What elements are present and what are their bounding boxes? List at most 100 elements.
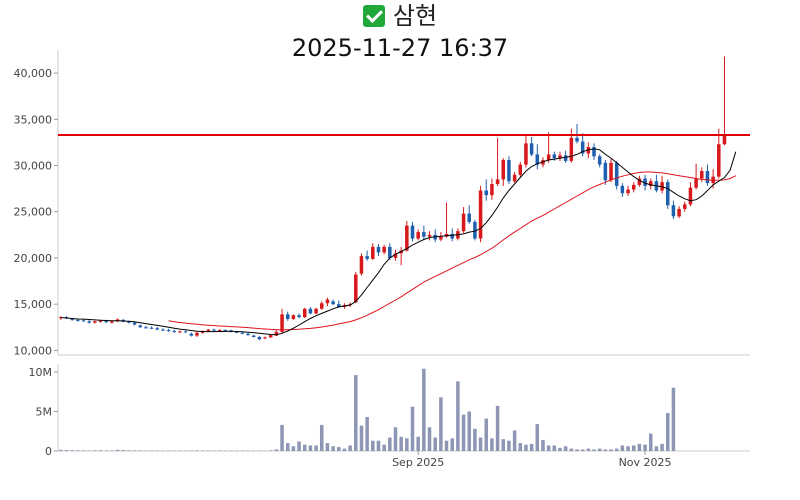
candle-body [217, 330, 222, 332]
volume-bar [467, 411, 471, 451]
volume-bar [189, 450, 194, 452]
volume-tick-label: 10M [29, 366, 53, 379]
volume-bar [580, 449, 585, 451]
volume-bar [291, 446, 296, 451]
candle-body [495, 179, 500, 185]
candle [132, 321, 137, 326]
candle [268, 334, 273, 338]
candle-body [393, 253, 398, 258]
candle [93, 320, 97, 324]
candle [251, 334, 256, 338]
volume-bar [302, 444, 307, 451]
candle [291, 314, 296, 320]
candle [478, 185, 483, 243]
candle-body [439, 236, 443, 240]
candle [484, 179, 489, 201]
candle [371, 243, 375, 260]
volume-bar [178, 450, 182, 452]
candle [161, 328, 165, 331]
volume-bar [405, 438, 409, 451]
volume-panel: 0 5M 10M Sep 2025 Nov 2025 [29, 364, 750, 469]
candle-body [302, 308, 307, 318]
candle-body [195, 332, 199, 336]
candle-body [189, 333, 194, 336]
volume-bar [76, 450, 80, 451]
candle-body [144, 327, 148, 329]
candle [501, 158, 506, 186]
volume-bar [427, 427, 432, 451]
candle-body [76, 319, 80, 321]
volume-bar [444, 440, 449, 451]
candle [620, 183, 625, 197]
candle [297, 313, 301, 319]
price-tick-label: 25,000 [14, 206, 53, 219]
candle-body [450, 233, 454, 239]
volume-bar [246, 450, 250, 452]
candle-body [280, 314, 284, 332]
volume-bar [450, 438, 454, 451]
volume-bar [575, 449, 579, 451]
volume-bar [388, 437, 392, 451]
candle [705, 164, 710, 186]
candle [331, 299, 335, 306]
volume-bar [297, 441, 301, 451]
check-mark-icon [362, 5, 385, 27]
candle [308, 306, 313, 315]
volume-bar [325, 443, 330, 451]
volume-bar [155, 450, 160, 452]
candle-body [365, 256, 369, 259]
chart-datetime: 2025-11-27 16:37 [291, 34, 509, 62]
candle-body [609, 162, 613, 181]
candle [524, 135, 528, 168]
candle [410, 221, 415, 242]
candle-body [410, 225, 415, 239]
candle [637, 175, 642, 187]
candle [461, 207, 466, 233]
candle [490, 178, 494, 200]
volume-bar [507, 440, 511, 451]
volume-bar [274, 449, 279, 451]
candle [325, 297, 330, 307]
candle [354, 271, 358, 304]
candle-body [524, 143, 528, 165]
candle-body [427, 234, 432, 237]
candle-body [93, 321, 97, 323]
candle-body [507, 159, 511, 182]
candle [87, 319, 91, 324]
price-tick-label: 20,000 [14, 252, 53, 265]
volume-bar [104, 450, 108, 451]
candle-body [683, 204, 687, 209]
candle [654, 174, 659, 193]
volume-bar [257, 450, 262, 452]
candle [575, 123, 579, 144]
price-tick-label: 40,000 [14, 67, 53, 80]
candle [495, 137, 500, 186]
candle [512, 172, 517, 184]
x-tick-label: Sep 2025 [392, 456, 444, 469]
candle [694, 163, 698, 190]
candle-body [223, 330, 228, 332]
candle [717, 128, 721, 179]
volume-bar [541, 439, 545, 451]
candle-body [694, 178, 698, 188]
volume-bar [410, 406, 415, 451]
candle-body [274, 331, 279, 336]
candle [473, 220, 477, 241]
candle [399, 246, 403, 266]
candle [626, 185, 630, 197]
candle-body [371, 246, 375, 259]
candle [507, 156, 511, 185]
volume-bar [87, 450, 91, 451]
candle-body [677, 208, 681, 217]
candle [722, 56, 727, 146]
candle-body [354, 274, 358, 303]
candle-body [405, 225, 409, 251]
volume-bar [495, 405, 500, 451]
candle-body [132, 322, 137, 325]
price-tick-label: 35,000 [14, 113, 53, 126]
candle-body [473, 221, 477, 239]
volume-bar [546, 445, 551, 451]
candle-body [592, 147, 596, 157]
candle [603, 159, 608, 185]
candle-body [212, 329, 216, 331]
